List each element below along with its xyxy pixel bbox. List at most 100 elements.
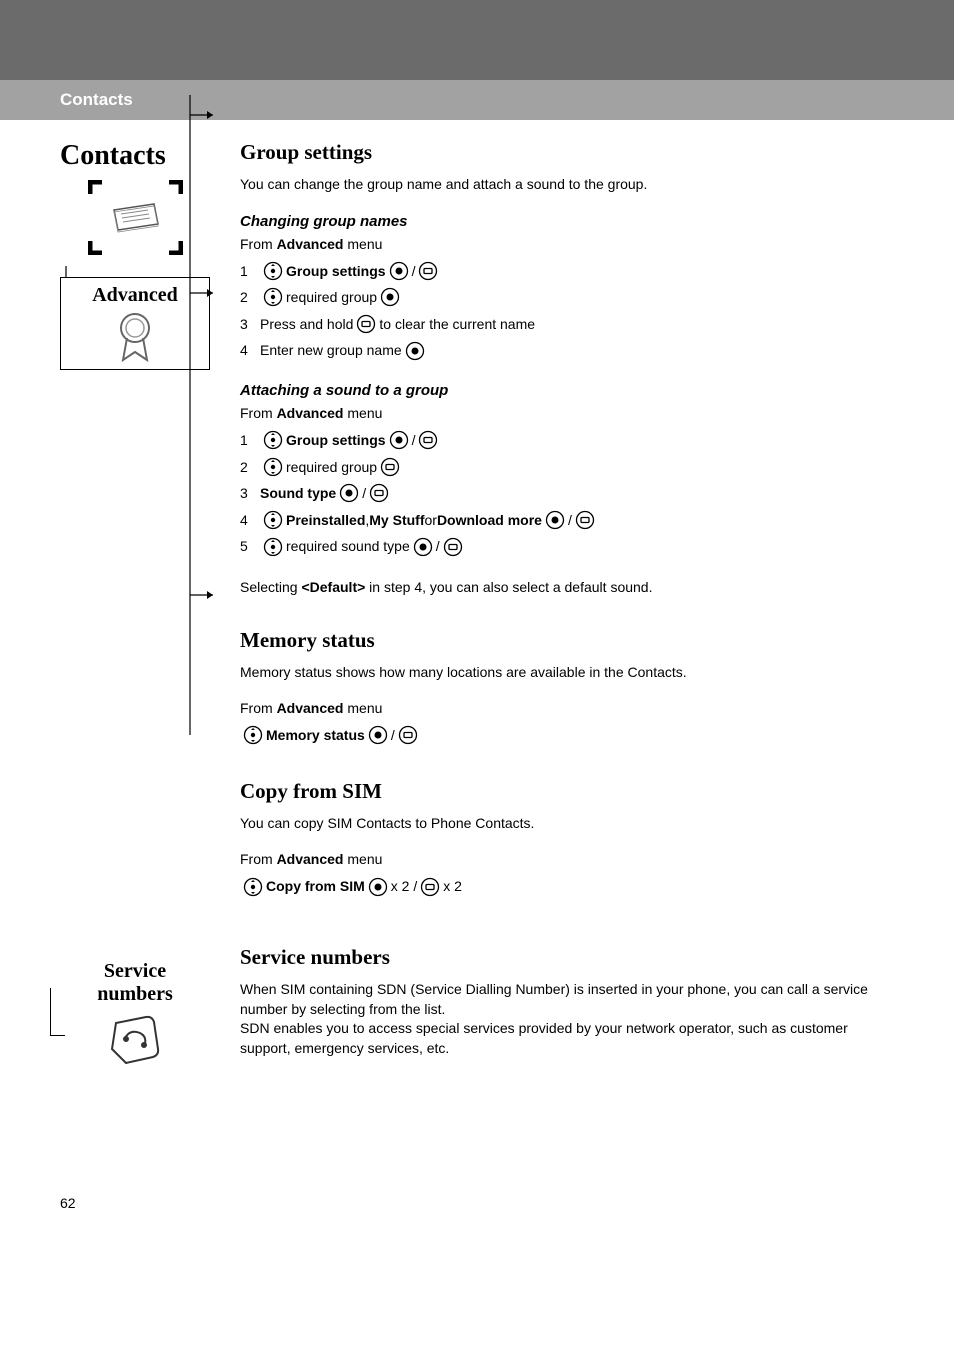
step-text: required sound type: [286, 533, 410, 560]
soft-icon: [369, 483, 389, 503]
intro-memory-status: Memory status shows how many locations a…: [240, 663, 894, 683]
step-num: 3: [240, 480, 260, 507]
center-icon: [389, 430, 409, 450]
from-prefix: From: [240, 405, 277, 421]
note-suffix: in step 4, you can also select a default…: [365, 579, 652, 595]
sep: or: [424, 507, 436, 534]
step-text: to clear the current name: [379, 311, 535, 338]
nav-icon: [243, 877, 263, 897]
center-icon: [389, 261, 409, 281]
from-menu-4: From Advanced menu: [240, 851, 894, 867]
sidebar-title: Contacts: [60, 140, 210, 172]
from-suffix: menu: [343, 700, 382, 716]
x2: x 2: [443, 873, 462, 900]
nav-icon: [263, 287, 283, 307]
step-bold: Sound type: [260, 480, 336, 507]
step-bold: Download more: [437, 507, 542, 534]
soft-icon: [443, 537, 463, 557]
soft-icon: [398, 725, 418, 745]
note-prefix: Selecting: [240, 579, 301, 595]
step-num: 5: [240, 533, 260, 560]
step-num: 2: [240, 454, 260, 481]
sim-card-icon: [108, 1011, 163, 1066]
center-icon: [339, 483, 359, 503]
center-icon: [545, 510, 565, 530]
step-num: 3: [240, 311, 260, 338]
step-2: 2 required group: [240, 284, 894, 311]
center-icon: [405, 341, 425, 361]
soft-icon: [575, 510, 595, 530]
step-num: 1: [240, 427, 260, 454]
note-bold: <Default>: [301, 579, 365, 595]
action-bold: Copy from SIM: [266, 873, 365, 900]
intro-group-settings: You can change the group name and attach…: [240, 175, 894, 195]
step-num: 1: [240, 258, 260, 285]
step-num: 4: [240, 337, 260, 364]
step-5b: 5 required sound type /: [240, 533, 894, 560]
soft-icon: [418, 430, 438, 450]
sidebar-advanced-label: Advanced: [63, 284, 207, 307]
from-bold: Advanced: [277, 851, 344, 867]
center-icon: [413, 537, 433, 557]
step-num: 4: [240, 507, 260, 534]
action-copy-sim: Copy from SIM x 2 / x 2: [240, 873, 894, 900]
step-4b: 4 Preinstalled, My Stuff or Download mor…: [240, 507, 894, 534]
step-text: required group: [286, 454, 377, 481]
intro-copy-sim: You can copy SIM Contacts to Phone Conta…: [240, 814, 894, 834]
nav-icon: [263, 537, 283, 557]
center-icon: [368, 877, 388, 897]
nav-icon: [263, 261, 283, 281]
from-suffix: menu: [343, 851, 382, 867]
from-suffix: menu: [343, 236, 382, 252]
from-menu-1: From Advanced menu: [240, 236, 894, 252]
step-3: 3 Press and hold to clear the current na…: [240, 311, 894, 338]
ribbon-icon: [115, 312, 155, 367]
action-memory-status: Memory status /: [240, 722, 894, 749]
section-group-settings: Group settings You can change the group …: [240, 140, 894, 598]
subheading-attaching-sound: Attaching a sound to a group: [240, 382, 894, 399]
step-4: 4 Enter new group name: [240, 337, 894, 364]
step-text: required group: [286, 284, 377, 311]
step-1b: 1 Group settings /: [240, 427, 894, 454]
from-bold: Advanced: [277, 700, 344, 716]
from-prefix: From: [240, 851, 277, 867]
slash: /: [412, 258, 416, 285]
step-3b: 3 Sound type /: [240, 480, 894, 507]
steps-attaching-sound: 1 Group settings / 2 required group 3 So…: [240, 427, 894, 560]
nav-icon: [263, 457, 283, 477]
small-connector: [60, 266, 72, 280]
top-band: [0, 0, 954, 80]
slash: /: [362, 480, 366, 507]
soft-icon: [380, 457, 400, 477]
left-sidebar: Contacts Advan: [60, 140, 210, 1088]
from-menu-3: From Advanced menu: [240, 700, 894, 716]
step-text: Enter new group name: [260, 337, 402, 364]
sidebar-service-line2: numbers: [60, 983, 210, 1006]
from-prefix: From: [240, 236, 277, 252]
header-section-label: Contacts: [60, 90, 133, 110]
slash: /: [412, 427, 416, 454]
from-menu-2: From Advanced menu: [240, 405, 894, 421]
slash: /: [568, 507, 572, 534]
heading-memory-status: Memory status: [240, 628, 894, 653]
soft-icon: [418, 261, 438, 281]
nav-icon: [263, 510, 283, 530]
note-default: Selecting <Default> in step 4, you can a…: [240, 578, 894, 598]
body-service-numbers: When SIM containing SDN (Service Diallin…: [240, 980, 894, 1058]
from-suffix: menu: [343, 405, 382, 421]
step-text: Press and hold: [260, 311, 353, 338]
from-bold: Advanced: [277, 405, 344, 421]
sidebar-service-line1: Service: [60, 960, 210, 983]
subheading-changing-group-names: Changing group names: [240, 213, 894, 230]
header-bar: Contacts: [0, 80, 954, 120]
soft-icon: [356, 314, 376, 334]
section-memory-status: Memory status Memory status shows how ma…: [240, 628, 894, 749]
slash: /: [436, 533, 440, 560]
step-bold: My Stuff: [369, 507, 424, 534]
steps-changing-names: 1 Group settings / 2 required group 3 Pr…: [240, 258, 894, 364]
nav-icon: [263, 430, 283, 450]
main-content: Group settings You can change the group …: [210, 140, 894, 1088]
step-1: 1 Group settings /: [240, 258, 894, 285]
step-num: 2: [240, 284, 260, 311]
section-copy-from-sim: Copy from SIM You can copy SIM Contacts …: [240, 779, 894, 900]
